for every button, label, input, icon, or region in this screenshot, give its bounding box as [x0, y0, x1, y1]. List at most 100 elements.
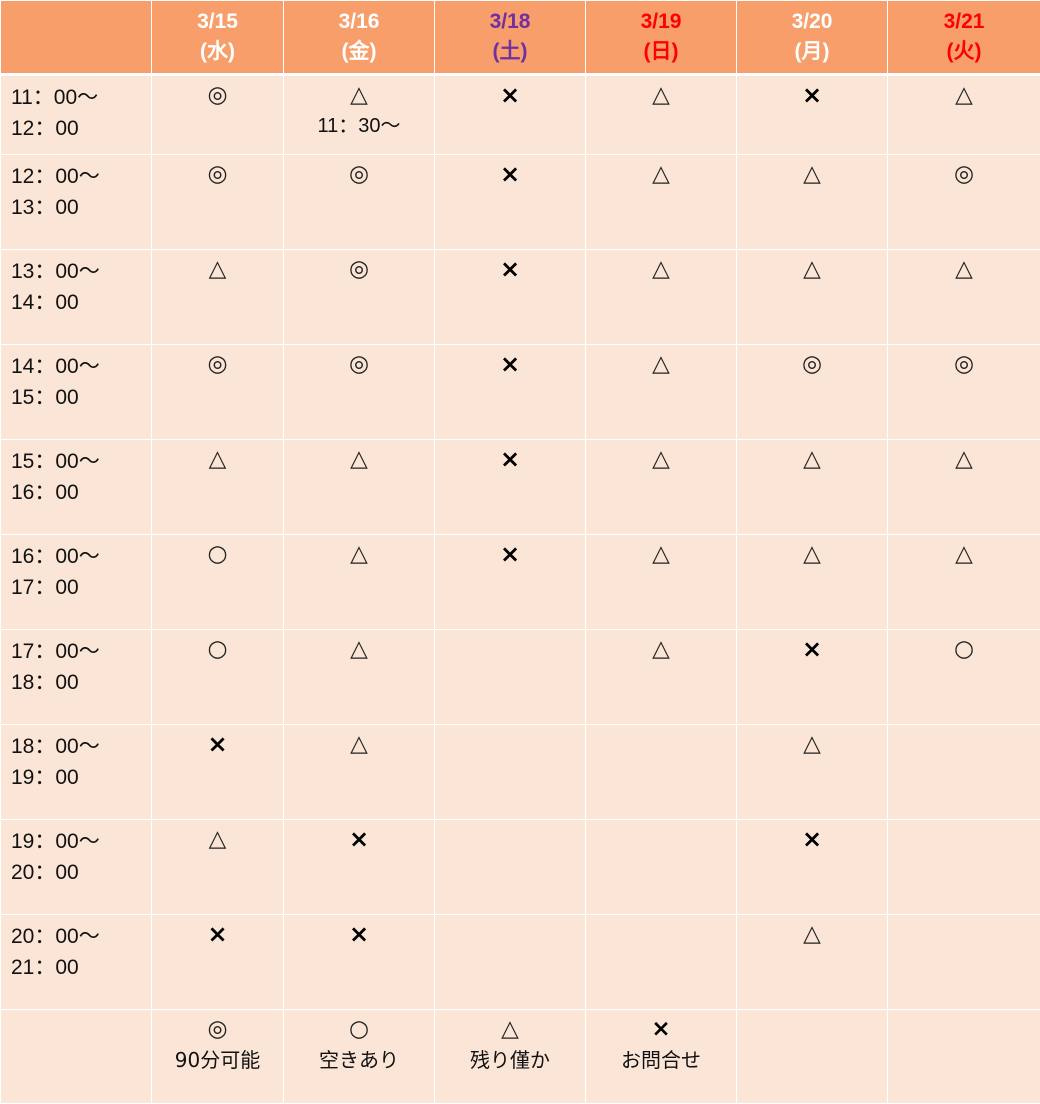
- availability-symbol: △: [888, 539, 1040, 570]
- availability-symbol: △: [737, 729, 887, 760]
- availability-symbol: △: [284, 634, 434, 665]
- header-row: 3/15(水) 3/16(金) 3/18(土) 3/19(日) 3/20(月) …: [1, 1, 1040, 75]
- availability-symbol: △: [152, 444, 283, 475]
- availability-cell: ◎: [152, 155, 284, 250]
- availability-symbol: ×: [284, 919, 434, 950]
- availability-symbol: ×: [435, 444, 585, 475]
- availability-cell: △: [284, 630, 435, 725]
- availability-symbol: ◎: [888, 349, 1040, 380]
- availability-cell: ×: [152, 915, 284, 1010]
- availability-cell: ×: [284, 820, 435, 915]
- availability-cell: [586, 725, 737, 820]
- time-slot-row: 18：00〜19：00×△△: [1, 725, 1040, 820]
- availability-symbol: ×: [737, 80, 887, 111]
- availability-cell: △: [586, 345, 737, 440]
- slot-end: 13：00: [11, 192, 151, 223]
- day-header: 3/19(日): [586, 1, 737, 75]
- day-header: 3/15(水): [152, 1, 284, 75]
- availability-cell: [435, 820, 586, 915]
- availability-cell: △: [737, 725, 888, 820]
- availability-cell: ×: [435, 155, 586, 250]
- availability-cell: [435, 630, 586, 725]
- availability-cell: ◎: [284, 345, 435, 440]
- availability-cell: △: [737, 535, 888, 630]
- availability-cell: △: [586, 440, 737, 535]
- availability-cell: △: [586, 75, 737, 155]
- legend-empty: [888, 1010, 1040, 1104]
- availability-symbol: ×: [435, 80, 585, 111]
- time-slot-label: 12：00〜13：00: [1, 155, 152, 250]
- availability-symbol: ○: [888, 634, 1040, 665]
- availability-symbol: ×: [435, 539, 585, 570]
- day-header: 3/18(土): [435, 1, 586, 75]
- availability-cell: △: [586, 630, 737, 725]
- day-header: 3/16(金): [284, 1, 435, 75]
- availability-cell: △: [888, 75, 1040, 155]
- availability-symbol: △: [586, 254, 736, 285]
- availability-symbol: △: [737, 919, 887, 950]
- availability-cell: △11：30〜: [284, 75, 435, 155]
- time-slot-label: 16：00〜17：00: [1, 535, 152, 630]
- availability-cell: △: [284, 535, 435, 630]
- availability-cell: ○: [152, 535, 284, 630]
- day-weekday: (月): [737, 37, 887, 67]
- availability-cell: [435, 915, 586, 1010]
- availability-cell: ×: [435, 250, 586, 345]
- availability-cell: △: [737, 440, 888, 535]
- availability-cell: ◎: [284, 250, 435, 345]
- legend-symbol: △: [435, 1014, 585, 1045]
- availability-cell: ×: [435, 345, 586, 440]
- availability-symbol: ◎: [152, 349, 283, 380]
- slot-start: 12：00〜: [11, 161, 151, 192]
- time-slot-row: 12：00〜13：00◎◎×△△◎: [1, 155, 1040, 250]
- availability-cell: △: [888, 250, 1040, 345]
- availability-cell: [586, 820, 737, 915]
- availability-symbol: ×: [435, 349, 585, 380]
- legend-symbol: ×: [586, 1014, 736, 1045]
- availability-cell: △: [284, 725, 435, 820]
- slot-end: 21：00: [11, 952, 151, 983]
- availability-cell: ◎: [737, 345, 888, 440]
- availability-symbol: ×: [435, 159, 585, 190]
- availability-cell: ○: [888, 630, 1040, 725]
- availability-cell: △: [737, 250, 888, 345]
- time-slot-row: 19：00〜20：00△××: [1, 820, 1040, 915]
- availability-symbol: △: [888, 254, 1040, 285]
- availability-cell: [435, 725, 586, 820]
- availability-cell: ×: [737, 630, 888, 725]
- availability-cell: ◎: [152, 345, 284, 440]
- day-date: 3/19: [586, 7, 736, 37]
- availability-symbol: △: [888, 80, 1040, 111]
- time-slot-label: 15：00〜16：00: [1, 440, 152, 535]
- availability-cell: △: [888, 440, 1040, 535]
- availability-symbol: ×: [152, 919, 283, 950]
- availability-symbol: ×: [737, 634, 887, 665]
- availability-cell: △: [737, 915, 888, 1010]
- legend-item: △残り僅か: [435, 1010, 586, 1104]
- availability-symbol: △: [737, 444, 887, 475]
- time-slot-label: 20：00〜21：00: [1, 915, 152, 1010]
- availability-cell: ×: [435, 75, 586, 155]
- day-weekday: (火): [888, 37, 1040, 67]
- slot-start: 11：00〜: [11, 82, 151, 113]
- availability-symbol: △: [586, 80, 736, 111]
- time-slot-row: 17：00〜18：00○△△×○: [1, 630, 1040, 725]
- availability-cell: [888, 915, 1040, 1010]
- availability-cell: △: [737, 155, 888, 250]
- availability-cell: △: [284, 440, 435, 535]
- slot-end: 19：00: [11, 762, 151, 793]
- day-date: 3/18: [435, 7, 585, 37]
- slot-end: 16：00: [11, 477, 151, 508]
- availability-cell: ×: [737, 820, 888, 915]
- slot-end: 17：00: [11, 572, 151, 603]
- time-slot-row: 20：00〜21：00××△: [1, 915, 1040, 1010]
- availability-cell: ×: [435, 535, 586, 630]
- legend-item: ○空きあり: [284, 1010, 435, 1104]
- availability-cell: △: [888, 535, 1040, 630]
- availability-symbol: △: [284, 539, 434, 570]
- slot-end: 20：00: [11, 857, 151, 888]
- slot-start: 19：00〜: [11, 826, 151, 857]
- availability-cell: △: [152, 250, 284, 345]
- availability-symbol: ◎: [737, 349, 887, 380]
- legend-label: 残り僅か: [435, 1045, 585, 1075]
